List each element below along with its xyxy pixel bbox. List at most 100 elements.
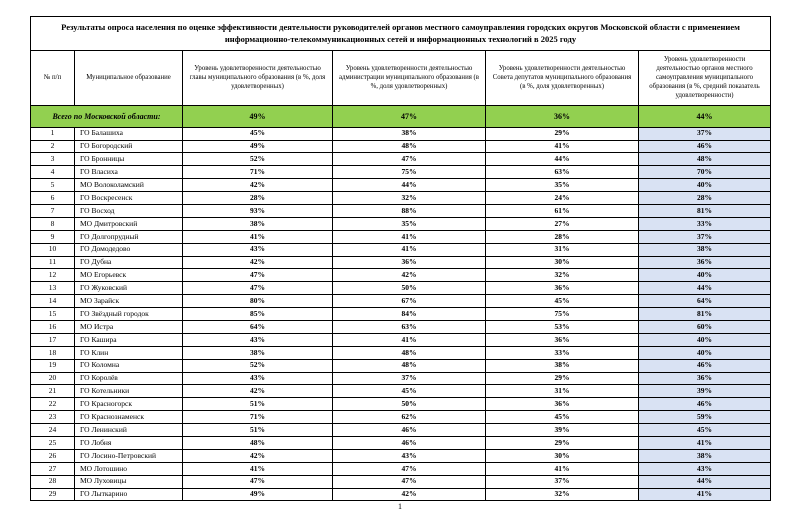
value-head-satisfaction: 93% [182, 203, 333, 218]
value-admin-satisfaction: 35% [332, 216, 486, 231]
municipality-name: ГО Бронницы [74, 152, 183, 167]
value-average-satisfaction: 43% [637, 461, 772, 476]
value-council-satisfaction: 30% [485, 448, 639, 463]
municipality-name: ГО Воскресенск [74, 191, 183, 205]
row-number: 3 [30, 152, 75, 167]
row-number: 27 [30, 461, 75, 476]
value-head-satisfaction: 71% [182, 165, 333, 180]
title-row: Результаты опроса населения по оценке эф… [29, 16, 772, 51]
value-council-satisfaction: 24% [485, 191, 639, 205]
table-row: 6 ГО Воскресенск 28% 32% 24% 28% [30, 191, 772, 205]
value-council-satisfaction: 45% [485, 410, 639, 425]
table-row: 18 ГО Клин 38% 48% 33% 40% [30, 345, 772, 360]
value-average-satisfaction: 37% [637, 229, 772, 244]
row-number: 24 [30, 423, 75, 437]
value-head-satisfaction: 43% [182, 332, 333, 347]
total-row: Всего по Московской области: 49% 47% 36%… [30, 104, 772, 128]
table-row: 22 ГО Красногорск 51% 50% 36% 46% [30, 397, 772, 412]
value-council-satisfaction: 27% [485, 216, 639, 231]
value-head-satisfaction: 38% [182, 216, 333, 231]
value-admin-satisfaction: 47% [332, 474, 486, 489]
municipality-name: ГО Королёв [74, 371, 183, 386]
municipality-name: МО Егорьевск [74, 268, 183, 283]
table-row: 13 ГО Жуковский 47% 50% 36% 44% [30, 281, 772, 296]
municipality-name: ГО Богородский [74, 139, 183, 154]
value-average-satisfaction: 41% [637, 436, 772, 450]
table-row: 4 ГО Власиха 71% 75% 63% 70% [30, 165, 772, 180]
municipality-name: МО Луховицы [74, 474, 183, 489]
value-admin-satisfaction: 38% [332, 126, 486, 141]
value-head-satisfaction: 52% [182, 152, 333, 167]
column-header-municipality: Муниципальное образование [74, 49, 183, 106]
value-admin-satisfaction: 84% [332, 307, 486, 321]
municipality-name: ГО Краснознаменск [74, 410, 183, 425]
municipality-name: МО Волоколамский [74, 178, 183, 193]
table-row: 10 ГО Домодедово 43% 41% 31% 38% [30, 242, 772, 257]
row-number: 2 [30, 139, 75, 154]
value-council-satisfaction: 36% [485, 397, 639, 412]
value-average-satisfaction: 36% [637, 255, 772, 270]
table-title: Результаты опроса населения по оценке эф… [29, 16, 772, 51]
value-average-satisfaction: 38% [637, 448, 772, 463]
row-number: 13 [30, 281, 75, 296]
value-head-satisfaction: 41% [182, 461, 333, 476]
value-council-satisfaction: 41% [485, 461, 639, 476]
column-header-number: № п/п [30, 49, 75, 106]
value-admin-satisfaction: 43% [332, 448, 486, 463]
value-admin-satisfaction: 48% [332, 139, 486, 154]
value-average-satisfaction: 60% [637, 319, 772, 334]
value-council-satisfaction: 45% [485, 294, 639, 309]
value-head-satisfaction: 51% [182, 397, 333, 412]
value-admin-satisfaction: 42% [332, 268, 486, 283]
municipality-name: ГО Власиха [74, 165, 183, 180]
municipality-name: ГО Ленинский [74, 423, 183, 437]
row-number: 8 [30, 216, 75, 231]
value-council-satisfaction: 36% [485, 281, 639, 296]
municipality-name: ГО Кашира [74, 332, 183, 347]
value-council-satisfaction: 75% [485, 307, 639, 321]
value-admin-satisfaction: 48% [332, 358, 486, 373]
municipality-name: МО Зарайск [74, 294, 183, 309]
value-council-satisfaction: 31% [485, 242, 639, 257]
value-council-satisfaction: 28% [485, 229, 639, 244]
value-council-satisfaction: 31% [485, 384, 639, 399]
value-head-satisfaction: 43% [182, 242, 333, 257]
row-number: 28 [30, 474, 75, 489]
value-head-satisfaction: 49% [182, 487, 333, 502]
table-row: 3 ГО Бронницы 52% 47% 44% 48% [30, 152, 772, 167]
value-council-satisfaction: 30% [485, 255, 639, 270]
row-number: 23 [30, 410, 75, 425]
table-row: 9 ГО Долгопрудный 41% 41% 28% 37% [30, 229, 772, 244]
value-head-satisfaction: 47% [182, 474, 333, 489]
value-admin-satisfaction: 42% [332, 487, 486, 502]
municipality-name: ГО Дубна [74, 255, 183, 270]
value-head-satisfaction: 42% [182, 384, 333, 399]
table-row: 27 МО Лотошино 41% 47% 41% 43% [30, 461, 772, 476]
value-average-satisfaction: 39% [637, 384, 772, 399]
value-admin-satisfaction: 47% [332, 152, 486, 167]
column-header-average-satisfaction: Уровень удовлетворенности деятельностью … [637, 49, 772, 106]
value-head-satisfaction: 41% [182, 229, 333, 244]
value-head-satisfaction: 64% [182, 319, 333, 334]
value-average-satisfaction: 45% [637, 423, 772, 437]
table-row: 20 ГО Королёв 43% 37% 29% 36% [30, 371, 772, 386]
value-admin-satisfaction: 75% [332, 165, 486, 180]
row-number: 17 [30, 332, 75, 347]
value-admin-satisfaction: 48% [332, 345, 486, 360]
total-value-admin: 47% [332, 104, 486, 128]
value-council-satisfaction: 39% [485, 423, 639, 437]
municipality-name: МО Лотошино [74, 461, 183, 476]
value-average-satisfaction: 48% [637, 152, 772, 167]
value-admin-satisfaction: 36% [332, 255, 486, 270]
survey-results-table: Результаты опроса населения по оценке эф… [29, 16, 772, 502]
value-council-satisfaction: 29% [485, 371, 639, 386]
value-admin-satisfaction: 44% [332, 178, 486, 193]
municipality-name: ГО Красногорск [74, 397, 183, 412]
total-value-head: 49% [182, 104, 333, 128]
value-average-satisfaction: 38% [637, 242, 772, 257]
row-number: 6 [30, 191, 75, 205]
value-admin-satisfaction: 46% [332, 436, 486, 450]
table-row: 2 ГО Богородский 49% 48% 41% 46% [30, 139, 772, 154]
value-council-satisfaction: 63% [485, 165, 639, 180]
value-average-satisfaction: 44% [637, 474, 772, 489]
